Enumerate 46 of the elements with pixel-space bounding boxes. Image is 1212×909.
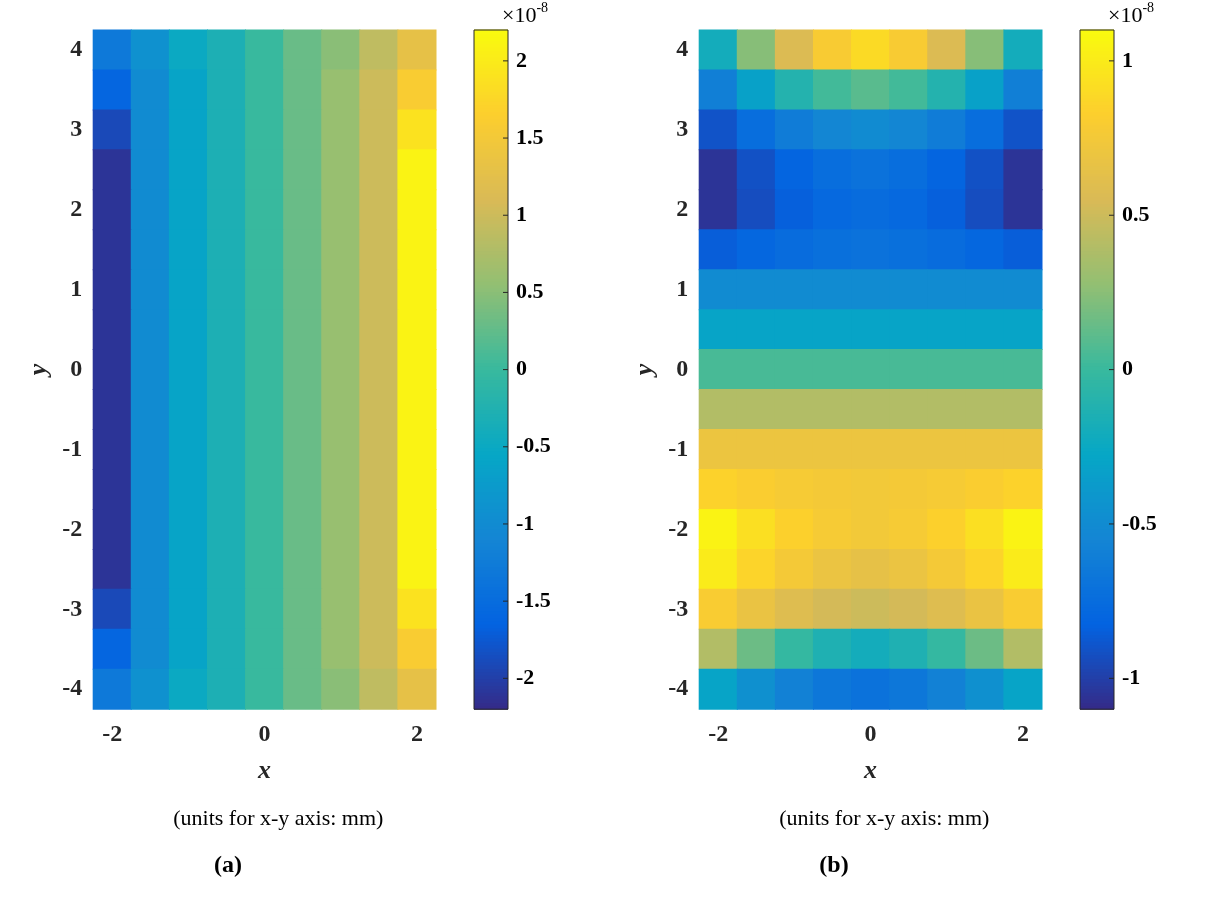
text: (units for x-y axis: mm) [779, 804, 990, 830]
y-tick-label: -1 [668, 434, 689, 461]
color-bar-label: 0 [516, 355, 527, 381]
y-tick-label: 2 [70, 194, 83, 221]
y-tick-label: 1 [676, 274, 689, 301]
y-tick-label: 4 [70, 35, 83, 62]
color-bar-label: 1 [516, 200, 527, 226]
color-bar-label: 2 [516, 46, 527, 72]
y-tick-label: -1 [62, 434, 83, 461]
color-bar-label: -0.5 [1122, 509, 1157, 535]
color-bar-label: -1 [1122, 664, 1141, 690]
x-tick-label: 0 [864, 719, 877, 746]
x-tick-label: 0 [258, 719, 271, 746]
y-tick-label: 3 [676, 115, 689, 142]
color-bar-label: 0.5 [516, 278, 544, 304]
text: (units for x-y axis: mm) [173, 804, 384, 830]
color-bar-label: 1.5 [516, 123, 544, 149]
y-axis-title: y [629, 363, 659, 379]
y-axis-title: y [23, 363, 53, 379]
color-bar-label: 0 [1122, 355, 1133, 381]
text: (b) [819, 850, 849, 877]
y-tick-label: 0 [70, 354, 83, 381]
x-tick-label: 2 [410, 719, 423, 746]
y-tick-label: 4 [676, 35, 689, 62]
color-bar-label: -1 [516, 509, 535, 535]
x-tick-label: -2 [708, 719, 729, 746]
color-bar-label: -2 [516, 664, 535, 690]
y-tick-label: -4 [668, 674, 689, 701]
y-tick-label: -2 [668, 514, 689, 541]
x-tick-label: 2 [1016, 719, 1029, 746]
x-tick-label: -2 [102, 719, 123, 746]
y-tick-label: 3 [70, 115, 83, 142]
y-tick-label: -2 [62, 514, 83, 541]
x-axis-title: x [863, 755, 878, 785]
x-axis-title: x [257, 755, 272, 785]
y-tick-label: 2 [676, 194, 689, 221]
y-tick-label: 1 [70, 274, 83, 301]
color-bar-label: -0.5 [516, 432, 551, 458]
color-bar-label: 0.5 [1122, 200, 1150, 226]
y-tick-label: -3 [62, 594, 83, 621]
y-tick-label: -3 [668, 594, 689, 621]
y-tick-label: 0 [676, 354, 689, 381]
text: (a) [214, 850, 242, 877]
color-bar-label: -1.5 [516, 586, 551, 612]
y-tick-label: -4 [62, 674, 83, 701]
color-bar-label: 1 [1122, 46, 1133, 72]
